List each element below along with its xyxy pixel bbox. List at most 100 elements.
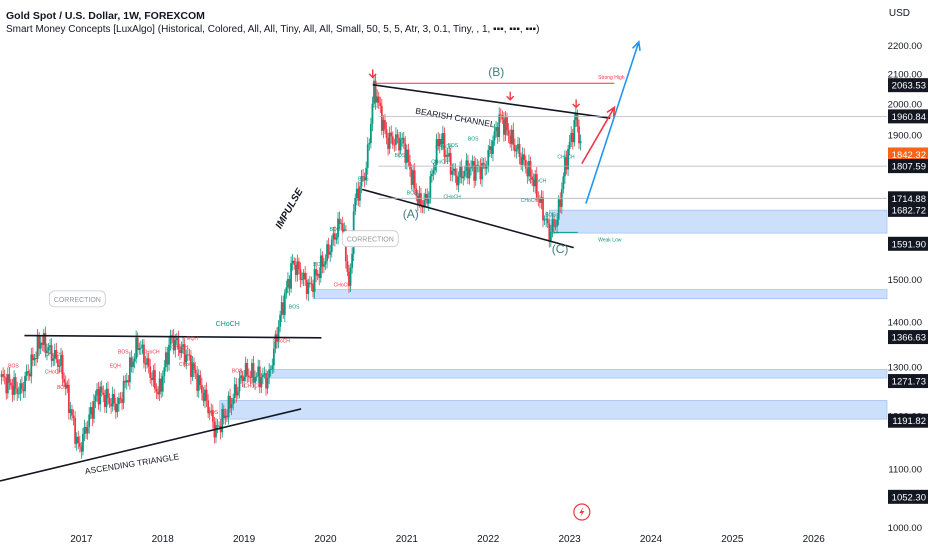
correction-bubble [341,230,399,248]
candle-body [260,377,263,388]
candle-body [424,193,427,201]
candle-body [308,282,311,284]
candle-body [579,141,582,144]
candle-body [368,143,371,145]
y-tick-label: 1500.00 [888,275,922,286]
candle-body [188,354,191,356]
candle-body [405,149,408,163]
candle-body [559,199,562,207]
candle-body [549,231,552,241]
candle-body [174,339,177,351]
candle-body [456,175,458,186]
candle-body [459,166,461,178]
candle-body [290,263,292,289]
candle-body [232,398,235,405]
candle-body [144,363,147,365]
candle-body [481,162,483,180]
candle-body [387,137,390,149]
candle-body [262,374,264,378]
candle-body [415,188,418,196]
candle-body [64,382,67,389]
candle-body [191,363,194,377]
candle-body [369,123,372,144]
impulse-label: IMPULSE [274,187,306,231]
candle-body [177,338,180,350]
candle-body [36,335,39,359]
price-tag [888,191,928,206]
down-arrow-icon [368,69,377,79]
candle-body [501,115,504,120]
candle-body [451,170,454,175]
structure-label: BOS [448,143,459,149]
price-tag-label: 1052.30 [892,492,926,503]
candle-body [376,96,379,103]
structure-label: CHoCH [444,194,462,200]
candle-body [355,188,358,199]
candle-body [312,283,314,292]
candle-body [565,157,568,170]
candle-body [488,146,491,150]
candle-body [244,363,247,378]
candle-body [382,120,385,131]
y-tick-label: 1000.00 [888,523,922,534]
structure-label: CHoCH [435,145,453,151]
choch-label: CHoCH [216,321,240,328]
candle-body [446,154,449,157]
candle-body [399,139,402,151]
candle-body [164,352,167,368]
candle-body [41,342,44,345]
structure-label: BOS [468,136,479,142]
candle-body [340,223,343,225]
demand-zone [312,289,888,300]
x-tick-label: 2019 [233,534,256,545]
candle-body [492,140,494,154]
candle-body [487,149,490,167]
candle-body [199,375,202,386]
candle-body [118,397,120,405]
candle-body [154,370,156,389]
candle-body [564,157,566,177]
candle-body [268,369,271,378]
x-tick-label: 2020 [314,534,337,545]
candle-body [258,366,261,388]
candle-body [299,269,302,281]
candle-body [88,414,91,427]
candle-body [440,139,443,145]
structure-label: BOS [8,364,19,370]
candle-body [473,161,476,181]
y-tick-label: 2200.00 [888,41,922,52]
x-tick-label: 2021 [396,534,419,545]
candle-body [357,188,360,201]
candle-body [11,385,14,395]
candle-body [390,132,393,137]
structure-label: CHoCH [179,362,197,368]
candle-body [343,229,346,232]
candle-body [190,355,192,377]
channel-bottom-line [361,188,574,249]
candle-body [452,168,455,171]
candle-body [252,363,255,383]
candle-body [431,173,433,177]
indicator-legend[interactable]: Smart Money Concepts [LuxAlgo] (Historic… [6,24,540,35]
candle-body [19,383,22,394]
price-tag-label: 1960.84 [892,112,926,123]
candle-body [13,377,15,395]
price-tag [888,78,928,93]
candle-body [74,418,77,444]
candle-body [349,267,352,286]
candle-body [571,132,574,143]
candle-body [103,394,106,408]
candle-body [147,358,150,367]
candle-body [83,427,86,434]
candle-body [8,374,11,383]
price-tag-label: 1591.90 [892,239,926,250]
candle-body [155,388,158,392]
candle-body [499,114,502,116]
candle-body [197,375,200,391]
candle-body [146,358,149,365]
candle-body [515,149,518,152]
candle-body [398,137,400,151]
candle-body [554,226,557,228]
